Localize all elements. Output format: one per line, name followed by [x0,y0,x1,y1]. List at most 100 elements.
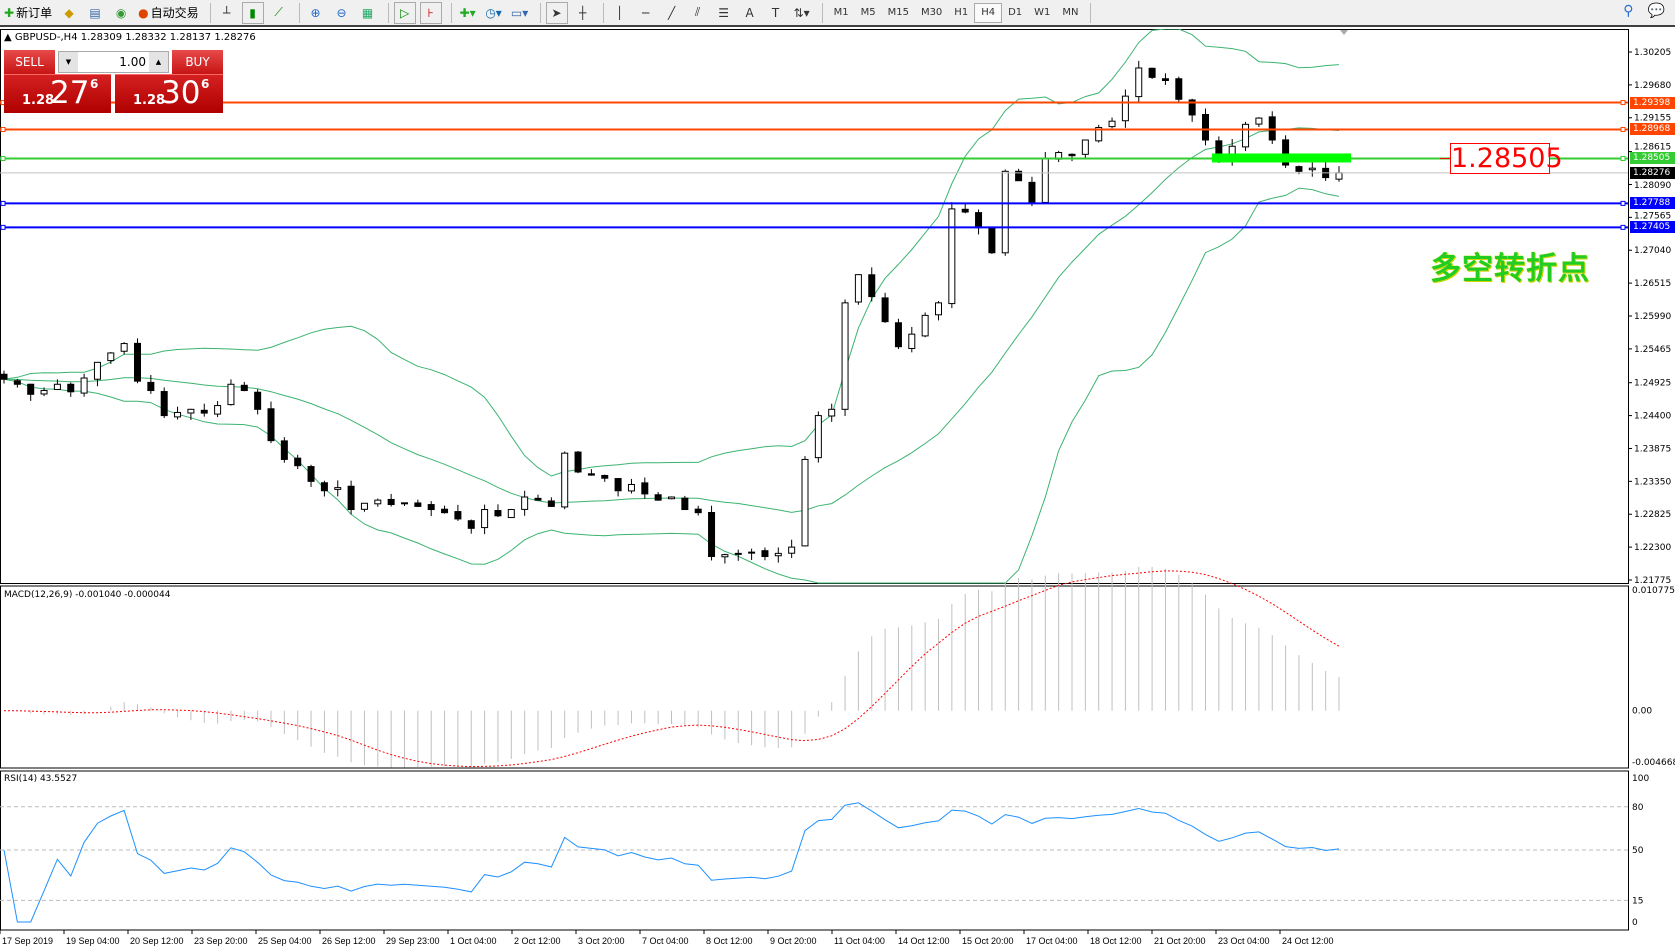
timeframe-mn[interactable]: MN [1062,7,1079,18]
candle [908,326,916,353]
candlestick-icon[interactable]: ▮ [241,1,264,24]
buy-button[interactable]: BUY [172,50,223,74]
auto-trading-icon: ● [138,5,149,20]
timeframe-m5[interactable]: M5 [860,7,876,18]
candle [988,226,996,254]
candle-body [187,408,195,414]
candle-body [654,494,662,501]
chat-icon[interactable]: 💬 [1647,3,1665,19]
macd-pane-frame [0,585,1629,769]
buy-price-prefix: 1.28 [133,93,166,108]
candle [1015,168,1023,182]
time-axis-label: 23 Sep 20:00 [194,936,248,946]
time-axis-label: 26 Sep 12:00 [322,936,376,946]
price-axis-label: 1.29680 [1634,81,1671,91]
candle [481,504,489,535]
candle [521,490,529,516]
timeframe-m30[interactable]: M30 [920,7,943,18]
price-marker-label[interactable]: 1.28505 [1450,143,1563,174]
candle-body [507,509,515,519]
macd-axis-label: 0.00 [1632,707,1652,717]
tile-windows-icon[interactable]: ▦ [361,5,374,20]
timeframe-d1[interactable]: D1 [1008,7,1023,18]
templates-icon[interactable]: ▭▾ [510,5,529,20]
line-handle [1620,155,1626,161]
candle [80,373,88,397]
trendline-icon[interactable]: ╱ [667,5,676,20]
volume-up-icon[interactable]: ▲ [149,52,168,72]
equidistant-channel-icon[interactable]: ⫽ [694,5,701,19]
cursor-icon[interactable]: ➤ [545,1,568,24]
periods-icon[interactable]: ◷▾ [485,5,502,20]
candle-body [708,512,716,558]
candle-body [961,208,969,213]
signals-icon[interactable]: ◉ [115,5,127,20]
sell-button[interactable]: SELL [4,50,55,74]
fibonacci-icon[interactable]: ☰ [718,5,729,20]
timeframe-m1[interactable]: M1 [833,7,849,18]
candle [668,496,675,500]
chart-area[interactable]: 1.302051.296801.291551.286151.280901.275… [0,29,1675,951]
candle [1255,117,1263,128]
macd-label: MACD(12,26,9) -0.001040 -0.000044 [4,590,171,600]
vertical-line-icon[interactable]: │ [615,5,624,20]
line-handle [1620,126,1626,132]
candle-body [93,361,101,380]
separator [298,2,300,23]
chart-shift-icon[interactable]: ⊦ [419,1,442,24]
sell-price-button[interactable]: 1.28 27 6 [4,74,111,113]
sell-price-pips: 27 [50,75,90,111]
candle [587,469,595,476]
price-line-label: 1.27788 [1630,197,1675,210]
volume-down-icon[interactable]: ▼ [59,52,78,72]
candle-body [948,208,956,305]
time-axis-label: 3 Oct 20:00 [578,936,625,946]
candle-body [841,302,849,410]
candle-body [53,383,61,390]
turning-point-zone [1212,153,1351,163]
candle-body [801,458,809,547]
candle-body [120,343,128,352]
candle [1268,111,1276,144]
candle-body [721,554,729,558]
market-watch-icon[interactable]: ◆ [64,5,74,20]
zoom-in-icon[interactable]: ⊕ [310,5,321,20]
candle [868,267,876,302]
candle-body [1068,153,1076,157]
candle [147,374,155,394]
autoscroll-icon[interactable]: ▷ [393,1,416,24]
indicators-icon[interactable]: ✚▾ [459,5,476,20]
candle [721,553,729,564]
new-order-button[interactable]: ✚ 新订单 [2,2,54,24]
auto-trading-button[interactable]: ● 自动交易 [136,2,201,24]
navigator-icon[interactable]: ▤ [89,5,101,20]
volume-field[interactable]: ▼ 1.00 ▲ [58,51,169,73]
buy-price-button[interactable]: 1.28 30 6 [115,74,223,113]
horizontal-line-icon[interactable]: ─ [641,5,650,20]
new-order-label: 新订单 [16,6,53,20]
separator [387,2,389,23]
line-chart-icon[interactable]: ⟋ [274,5,283,19]
text-icon[interactable]: A [745,5,754,20]
timeframe-m15[interactable]: M15 [887,7,909,18]
timeframe-h4[interactable]: H4 [974,2,1003,23]
zoom-out-icon[interactable]: ⊖ [336,5,347,20]
candle [174,406,182,420]
timeframe-h1[interactable]: H1 [954,7,969,18]
timeframe-w1[interactable]: W1 [1034,7,1051,18]
text-label-icon[interactable]: T [771,5,780,20]
candle-body [547,500,555,507]
collapse-arrow-icon[interactable]: ▲ [4,32,15,43]
annotation-text[interactable]: 多空转折点 [1430,251,1590,287]
candle-body [147,381,155,392]
search-icon[interactable]: ⚲ [1623,3,1634,19]
candle [120,342,128,355]
main-pane-frame [0,29,1629,584]
bar-chart-icon[interactable]: ┴ [222,5,231,20]
arrows-icon[interactable]: ⇅▾ [793,5,810,20]
crosshair-icon[interactable]: ┼ [578,5,587,20]
candle [200,403,208,417]
candle-body [160,391,168,417]
bollinger-upper [3,29,1340,477]
volume-input[interactable]: 1.00 [119,55,146,69]
